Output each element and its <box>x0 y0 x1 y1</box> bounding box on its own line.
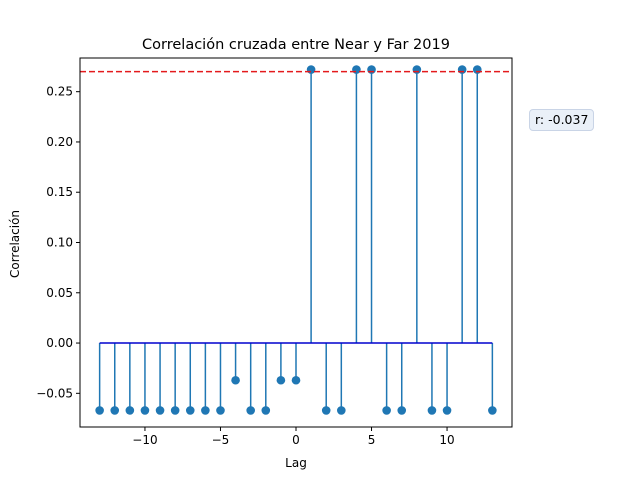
x-tick-label: 0 <box>292 433 300 447</box>
stem-marker <box>397 406 407 415</box>
y-tick-label: −0.05 <box>36 386 73 400</box>
stem-marker <box>155 406 165 415</box>
stem-marker <box>488 406 497 415</box>
correlation-annotation: r: -0.037 <box>529 109 595 131</box>
stem-marker <box>472 65 482 74</box>
stem-marker <box>337 406 346 415</box>
stem-marker <box>321 406 331 415</box>
x-axis-ticks: −10 −5 0 5 10 <box>132 427 455 447</box>
stem-marker <box>110 406 120 415</box>
plot-area <box>79 57 513 428</box>
stem-marker <box>382 406 391 415</box>
x-tick-label: 5 <box>368 433 376 447</box>
y-tick-label: 0.00 <box>46 336 73 350</box>
stem-marker <box>231 375 240 385</box>
stem-marker <box>201 406 210 415</box>
y-axis-ticks: −0.05 0.00 0.05 0.10 0.15 0.20 0.25 <box>36 85 80 400</box>
stem-marker <box>412 65 422 74</box>
chart-title: Correlación cruzada entre Near y Far 201… <box>142 37 450 53</box>
y-tick-label: 0.15 <box>46 185 73 199</box>
stem-marker <box>216 406 225 415</box>
stem-marker <box>457 65 467 74</box>
stem-marker <box>170 406 180 415</box>
stem-marker <box>140 406 150 415</box>
stem-marker <box>125 406 135 415</box>
x-tick-label: −10 <box>132 433 157 447</box>
stem-marker <box>291 375 301 385</box>
y-tick-label: 0.10 <box>46 236 73 250</box>
y-tick-label: 0.25 <box>46 85 73 99</box>
stem-marker <box>306 65 316 74</box>
stem-marker <box>261 406 271 415</box>
x-tick-label: −5 <box>212 433 230 447</box>
y-tick-label: 0.05 <box>46 286 73 300</box>
stem-marker <box>276 375 286 385</box>
x-axis-label: Lag <box>285 456 307 470</box>
stem-marker <box>427 406 437 415</box>
stem-marker <box>352 65 361 74</box>
stem-marker <box>185 406 195 415</box>
stem-marker <box>367 65 376 74</box>
stem-marker <box>95 406 104 415</box>
stem-marker <box>442 406 452 415</box>
y-axis-label: Correlación <box>8 210 22 278</box>
x-tick-label: 10 <box>439 433 454 447</box>
y-tick-label: 0.20 <box>46 135 73 149</box>
stem-marker <box>246 406 255 415</box>
